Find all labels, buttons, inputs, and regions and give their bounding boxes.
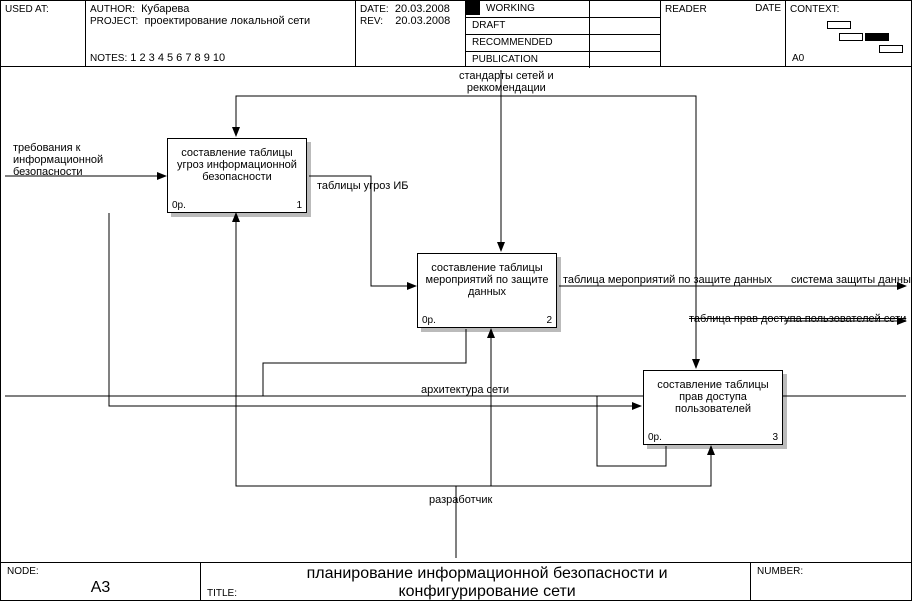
reader-date-label: DATE xyxy=(755,3,781,14)
status-marker-icon xyxy=(466,1,480,15)
label-mech: разработчик xyxy=(429,494,492,506)
label-arch: архитектура сети xyxy=(421,384,509,396)
rev-label: REV: xyxy=(360,16,383,27)
activity-3-num: 3 xyxy=(772,432,778,443)
author-cell: AUTHOR: Кубарева PROJECT: проектирование… xyxy=(86,1,356,66)
author-value: Кубарева xyxy=(141,3,189,15)
node-label: NODE: xyxy=(7,566,39,577)
header: USED AT: AUTHOR: Кубарева PROJECT: проек… xyxy=(1,1,911,67)
date-label: DATE: xyxy=(360,4,389,15)
node-value: А3 xyxy=(7,579,194,597)
used-at-cell: USED AT: xyxy=(1,1,86,66)
activity-1-num: 1 xyxy=(296,200,302,211)
title-label: TITLE: xyxy=(207,588,237,599)
label-out2: система защиты данных xyxy=(791,274,912,286)
activity-box-1: составление таблицы угроз информационной… xyxy=(167,138,307,213)
title-value: планирование информационной безопасности… xyxy=(240,565,734,601)
context-label: CONTEXT: xyxy=(790,4,839,15)
activity-3-text: составление таблицы прав доступа пользов… xyxy=(657,379,768,415)
diagram-canvas: составление таблицы угроз информационной… xyxy=(1,66,911,563)
label-input: требования к информационной безопасности xyxy=(13,142,103,178)
footer: NODE: А3 TITLE: планирование информацион… xyxy=(1,562,911,600)
date-value: 20.03.2008 xyxy=(395,3,450,15)
used-at-label: USED AT: xyxy=(5,4,49,15)
label-out3: таблица прав доступа пользователей сети xyxy=(689,313,906,325)
notes-label: NOTES: xyxy=(90,53,127,64)
label-control: стандарты сетей и реккомендации xyxy=(459,70,554,94)
label-out1: таблица мероприятий по защите данных xyxy=(563,274,772,286)
reader-cell: READER DATE xyxy=(661,1,786,66)
project-label: PROJECT: xyxy=(90,16,138,27)
status-working: WORKING xyxy=(486,1,589,17)
activity-box-3: составление таблицы прав доступа пользов… xyxy=(643,370,783,445)
status-cell: WORKING DRAFT RECOMMENDED PUBLICATION xyxy=(466,1,661,66)
project-value: проектирование локальной сети xyxy=(144,15,310,27)
status-recommended: RECOMMENDED xyxy=(472,35,589,51)
context-cell: CONTEXT: A0 xyxy=(786,1,911,66)
rev-value: 20.03.2008 xyxy=(395,15,450,27)
author-label: AUTHOR: xyxy=(90,4,135,15)
activity-2-idx: 0р. xyxy=(422,315,436,326)
activity-box-2: составление таблицы мероприятий по защит… xyxy=(417,253,557,328)
number-cell: NUMBER: xyxy=(751,563,911,600)
node-cell: NODE: А3 xyxy=(1,563,201,600)
status-draft: DRAFT xyxy=(472,18,589,34)
context-tree-icon xyxy=(825,19,903,55)
context-code: A0 xyxy=(792,53,804,64)
idef0-frame: USED AT: AUTHOR: Кубарева PROJECT: проек… xyxy=(0,0,912,601)
number-label: NUMBER: xyxy=(757,566,803,577)
activity-1-idx: 0р. xyxy=(172,200,186,211)
notes-value: 1 2 3 4 5 6 7 8 9 10 xyxy=(130,52,225,64)
label-mid1: таблицы угроз ИБ xyxy=(317,180,409,192)
reader-label: READER xyxy=(665,4,707,15)
activity-1-text: составление таблицы угроз информационной… xyxy=(177,147,297,183)
activity-2-text: составление таблицы мероприятий по защит… xyxy=(426,262,549,298)
date-cell: DATE: 20.03.2008 REV: 20.03.2008 xyxy=(356,1,466,66)
activity-3-idx: 0р. xyxy=(648,432,662,443)
title-cell: TITLE: планирование информационной безоп… xyxy=(201,563,751,600)
activity-2-num: 2 xyxy=(546,315,552,326)
